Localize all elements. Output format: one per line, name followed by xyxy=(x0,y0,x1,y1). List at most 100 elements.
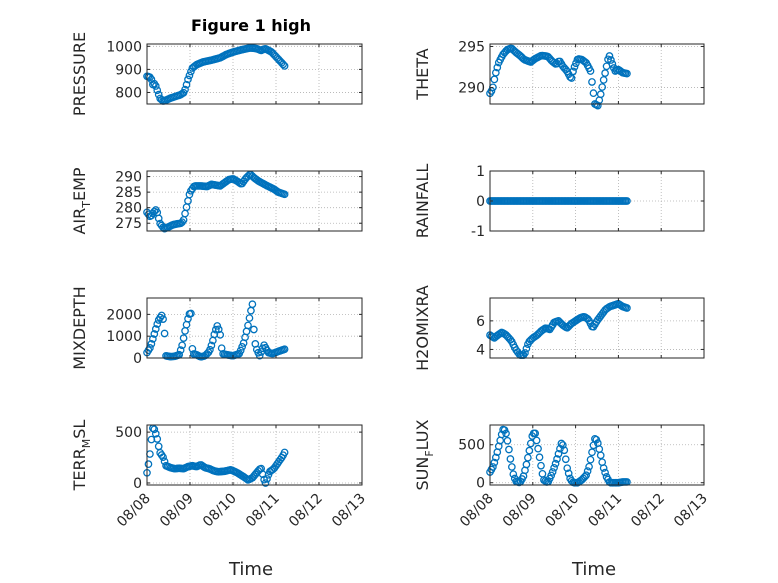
data-point xyxy=(605,52,614,60)
data-point xyxy=(245,314,254,322)
data-point xyxy=(586,455,595,464)
data-point xyxy=(550,463,558,472)
data-point xyxy=(599,464,608,472)
data-point xyxy=(154,214,163,223)
x-tick-label: 08/08 xyxy=(114,491,154,531)
x-tick-label: 08/13 xyxy=(671,491,711,531)
data-point xyxy=(537,461,545,470)
subplot-theta: 290 295 THETA xyxy=(413,39,705,110)
data-point xyxy=(547,471,556,480)
axes-box xyxy=(489,297,705,359)
data-point xyxy=(153,320,162,328)
data-point xyxy=(623,304,631,312)
data-point xyxy=(207,341,216,350)
y-axis-label: TERRMSL xyxy=(70,420,93,492)
data-point xyxy=(588,448,596,457)
data-point xyxy=(151,429,160,438)
data-point xyxy=(263,475,271,483)
x-tick-label: 08/10 xyxy=(543,491,583,531)
y-tick-label: 290 xyxy=(115,170,142,186)
y-tick-label: 800 xyxy=(115,85,142,101)
data-point xyxy=(551,459,560,468)
data-point xyxy=(157,311,166,320)
data-point xyxy=(553,455,561,463)
y-tick-label: 1000 xyxy=(106,39,142,55)
x-tick-label: 08/13 xyxy=(329,491,369,531)
data-point xyxy=(184,75,192,84)
y-axis-label: MIXDEPTH xyxy=(70,286,89,369)
y-tick-label: 900 xyxy=(115,62,142,78)
data-point xyxy=(185,71,194,80)
y-tick-label: 280 xyxy=(115,201,142,217)
x-tick-label: 08/12 xyxy=(286,491,326,531)
data-point xyxy=(564,469,573,478)
data-point xyxy=(261,479,270,487)
subplot-h2omixra: 4 6 H2OMIXRA xyxy=(413,285,705,371)
y-tick-label: 6 xyxy=(476,314,485,330)
data-point xyxy=(524,453,532,462)
axes-box xyxy=(489,424,705,486)
data-point xyxy=(147,340,156,348)
data-point xyxy=(150,425,159,434)
data-point xyxy=(505,445,513,454)
y-axis-label: AIRTEMP xyxy=(70,167,93,234)
y-tick-label: 1 xyxy=(476,164,485,180)
subplot-pressure: 800 900 1000 PRESSURE xyxy=(70,32,363,116)
data-point xyxy=(526,439,535,448)
y-tick-label: 2000 xyxy=(106,307,142,323)
data-point xyxy=(160,329,169,338)
data-point xyxy=(491,453,500,462)
data-point xyxy=(153,435,162,443)
data-point xyxy=(491,68,500,77)
data-point xyxy=(586,67,595,75)
data-point xyxy=(525,446,534,455)
data-point xyxy=(570,63,579,71)
data-point xyxy=(280,448,289,457)
axes-box xyxy=(146,297,363,359)
data-point xyxy=(250,325,258,334)
data-point xyxy=(187,309,195,318)
data-point xyxy=(280,190,289,199)
data-point xyxy=(596,90,605,99)
data-point xyxy=(182,80,191,89)
data-point xyxy=(582,471,591,480)
data-point xyxy=(592,435,601,444)
y-tick-label: 0 xyxy=(476,194,485,210)
data-point xyxy=(532,436,541,445)
data-point xyxy=(522,344,531,353)
data-point xyxy=(558,441,567,449)
data-point xyxy=(248,300,257,309)
data-point xyxy=(503,436,512,445)
data-point xyxy=(280,345,289,354)
data-point xyxy=(531,429,540,438)
data-point xyxy=(593,101,602,110)
x-tick-label: 08/11 xyxy=(585,491,625,531)
data-point xyxy=(144,460,153,468)
y-tick-label: 295 xyxy=(458,39,485,55)
data-point xyxy=(206,345,214,354)
x-tick-label: 08/11 xyxy=(243,491,283,531)
data-point xyxy=(607,56,615,64)
data-point xyxy=(623,197,631,205)
data-point xyxy=(185,190,194,199)
data-point xyxy=(213,322,222,330)
data-point xyxy=(178,341,186,350)
x-axis-label-right: Time xyxy=(571,559,616,580)
data-point xyxy=(560,446,569,455)
data-point xyxy=(151,82,160,90)
data-point xyxy=(588,78,596,86)
y-tick-label: 4 xyxy=(476,342,485,358)
data-point xyxy=(601,468,609,477)
data-point xyxy=(601,69,609,77)
data-point xyxy=(159,453,167,462)
y-tick-label: 500 xyxy=(115,425,142,441)
subplot-terr_msl: 0 500 TERRMSL 08/08 08/09 08/10 08/11 08/12 08/1… xyxy=(70,420,369,531)
y-tick-label: 0 xyxy=(476,476,485,492)
y-tick-label: 290 xyxy=(458,81,485,97)
data-point xyxy=(569,67,577,76)
data-point xyxy=(176,346,185,354)
y-tick-label: 0 xyxy=(133,351,142,367)
data-point xyxy=(216,330,225,339)
axes-box xyxy=(489,43,705,105)
data-point xyxy=(159,315,167,323)
